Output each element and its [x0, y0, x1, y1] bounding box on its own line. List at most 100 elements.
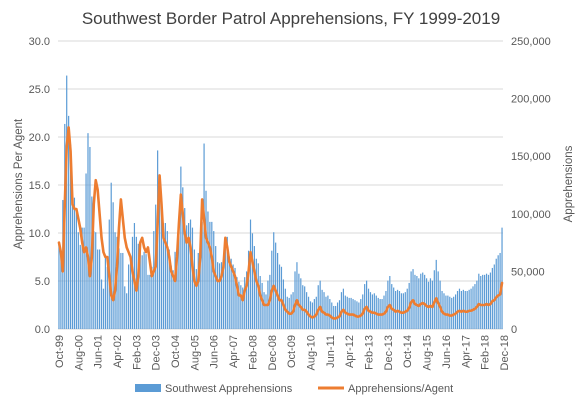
bar	[373, 293, 375, 329]
left-tick-label: 30.0	[29, 36, 50, 48]
x-tick-label: Aug-10	[306, 335, 318, 370]
bar	[247, 250, 250, 329]
bar	[110, 182, 112, 329]
bar	[364, 284, 366, 329]
bar	[178, 223, 180, 329]
bar	[68, 115, 70, 329]
bar	[122, 252, 124, 329]
bar	[474, 284, 476, 329]
bar	[294, 271, 296, 329]
bar	[429, 278, 432, 329]
bar	[203, 143, 205, 329]
bar	[497, 255, 499, 329]
bar	[205, 190, 207, 329]
x-tick-label: Oct-04	[170, 335, 182, 368]
bar	[93, 231, 95, 329]
bar	[484, 274, 486, 329]
x-tick-label: Jun-16	[441, 335, 453, 369]
left-tick-label: 10.0	[29, 228, 50, 240]
x-tick-label: Jun-11	[325, 335, 337, 368]
left-axis-title: Apprehensions Per Agent	[13, 118, 25, 249]
x-tick-label: Jun-01	[93, 335, 105, 369]
bar	[186, 225, 188, 329]
bar	[482, 274, 484, 329]
bar	[456, 290, 459, 329]
bar	[424, 274, 426, 329]
bar	[137, 243, 139, 329]
bar	[296, 262, 298, 329]
bar	[102, 288, 105, 329]
bar	[199, 254, 201, 329]
bar	[319, 280, 321, 329]
bar	[182, 187, 184, 329]
right-tick-label: 100,000	[511, 209, 551, 221]
bar	[220, 262, 223, 329]
bar	[240, 285, 242, 329]
bar	[75, 212, 77, 329]
bar	[265, 294, 267, 329]
bar	[195, 269, 197, 329]
bar	[213, 231, 215, 329]
bar	[276, 252, 279, 329]
bar	[149, 274, 151, 329]
bar	[249, 219, 252, 329]
bar	[234, 267, 236, 329]
right-tick-label: 50,000	[511, 266, 545, 278]
bar	[416, 276, 418, 329]
bar	[493, 264, 495, 329]
right-tick-label: 250,000	[511, 36, 551, 48]
bar	[447, 295, 449, 329]
x-tick-label: Feb-08	[247, 335, 259, 370]
bar	[445, 295, 447, 329]
bar	[410, 271, 412, 329]
bar	[460, 290, 463, 329]
bar	[323, 292, 325, 329]
bar	[100, 279, 103, 329]
bar	[422, 272, 424, 329]
bar	[124, 286, 126, 329]
bar	[164, 223, 166, 329]
bar	[487, 274, 490, 329]
bar	[189, 219, 192, 329]
bar	[273, 232, 275, 329]
bar	[263, 292, 265, 329]
bar	[116, 236, 118, 329]
bar	[180, 166, 182, 329]
bar	[60, 250, 62, 329]
bar	[489, 272, 492, 329]
bar	[327, 295, 329, 329]
bar	[396, 289, 399, 329]
bar	[222, 262, 225, 329]
bar	[420, 273, 422, 329]
bar	[197, 252, 199, 329]
bar	[317, 285, 319, 329]
x-tick-label: Aug-15	[422, 335, 434, 370]
bar	[478, 273, 480, 329]
line-series	[57, 126, 504, 320]
x-axis-ticks: Oct-99 Aug-00 Jun-01 Apr-02 Feb-03 Dec-03 Oct-…	[54, 335, 511, 370]
bar	[365, 280, 368, 329]
bar	[238, 281, 240, 329]
legend: Southwest Apprehensions Apprehensions/Ag…	[135, 383, 453, 395]
bar	[257, 263, 259, 329]
bar	[224, 248, 226, 329]
right-tick-label: 150,000	[511, 151, 551, 163]
bar	[83, 227, 85, 329]
bar	[400, 293, 403, 329]
bar	[495, 258, 497, 329]
bar	[393, 287, 395, 329]
right-axis-ticks: 0 50,000 100,000 150,000 200,000 250,000	[511, 36, 551, 336]
bar	[329, 299, 331, 329]
bar	[174, 251, 176, 329]
bar	[336, 302, 339, 329]
bar	[458, 288, 461, 329]
bar	[480, 276, 482, 329]
bar	[104, 257, 107, 329]
bar	[218, 263, 221, 329]
bar	[275, 242, 277, 329]
bar	[418, 278, 420, 329]
bar	[153, 231, 155, 329]
bar	[184, 208, 186, 329]
bar	[73, 197, 76, 329]
